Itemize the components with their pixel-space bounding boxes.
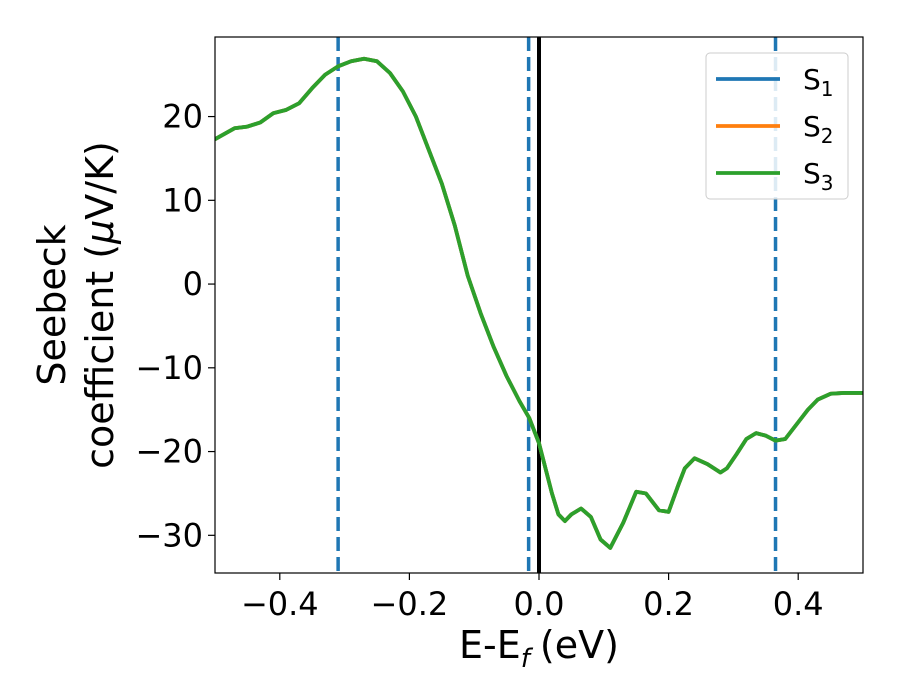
x-axis-title-main: E-E xyxy=(459,623,521,667)
x-axis-title-unit: (eV) xyxy=(540,623,619,667)
y-axis-title-line1: Seebeck xyxy=(30,224,74,385)
y-axis-title-prefix: coefficient ( xyxy=(78,244,122,469)
x-axis-ticks: −0.4 −0.2 0.0 0.2 0.4 xyxy=(241,573,824,623)
x-tick-label: −0.2 xyxy=(371,585,449,623)
y-tick-label: 0 xyxy=(183,265,203,303)
y-tick-label: 10 xyxy=(162,181,203,219)
series-layer xyxy=(215,56,863,550)
series-line-s3 xyxy=(215,56,863,550)
y-tick-label: −30 xyxy=(135,516,203,554)
y-tick-label: −20 xyxy=(135,433,203,471)
y-axis-title-unit: V/K) xyxy=(78,141,122,220)
y-tick-label: 20 xyxy=(162,98,203,136)
legend-label-s1: S1 xyxy=(803,63,834,101)
legend: S1 S2 S3 xyxy=(705,52,849,200)
x-axis-title-sub: f xyxy=(521,644,534,674)
x-axis-title: E-Ef (eV) xyxy=(459,623,619,674)
y-tick-label: −10 xyxy=(135,349,203,387)
x-tick-label: −0.4 xyxy=(241,585,319,623)
x-tick-label: 0.2 xyxy=(643,585,694,623)
legend-label-s2: S2 xyxy=(803,110,834,148)
y-axis-title: Seebeck coefficient (μV/K) xyxy=(30,141,122,469)
legend-label-s3: S3 xyxy=(803,157,834,195)
y-axis-ticks: 20 10 0 −10 −20 −30 xyxy=(135,98,215,554)
x-tick-label: 0.4 xyxy=(773,585,824,623)
y-axis-title-mu: μ xyxy=(78,220,122,245)
y-axis-title-line2: coefficient (μV/K) xyxy=(78,141,122,469)
x-tick-label: 0.0 xyxy=(514,585,565,623)
